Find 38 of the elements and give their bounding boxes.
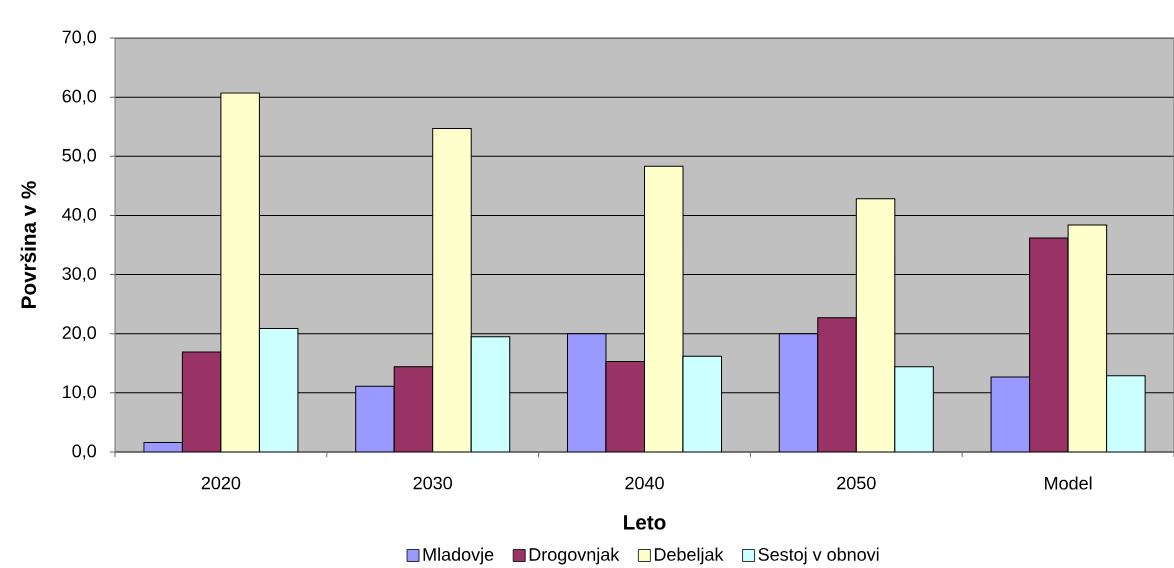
bar	[817, 317, 857, 452]
x-axis-title: Leto	[624, 515, 666, 530]
bar	[855, 198, 896, 452]
x-tick-label: 2030	[413, 476, 453, 490]
x-tick-label: Model	[1045, 476, 1092, 490]
bar	[644, 165, 684, 452]
bar	[181, 351, 222, 452]
y-tick-label: 20,0	[62, 326, 97, 342]
bar	[1106, 375, 1146, 452]
y-tick-label: 10,0	[63, 385, 97, 401]
legend-label: Sestoj v obnovi	[758, 547, 879, 565]
legend-label: Drogovnjak	[529, 547, 620, 565]
bar	[393, 366, 434, 452]
bar	[470, 336, 511, 452]
y-axis-title: Površina v %	[20, 181, 36, 308]
bar	[355, 385, 395, 452]
bar	[258, 327, 299, 452]
y-tick-label: 50,0	[62, 148, 97, 164]
bar	[566, 333, 607, 452]
y-tick-label: 70,0	[62, 30, 97, 46]
legend-label: Mladovje	[423, 547, 494, 565]
bar	[432, 128, 472, 452]
y-tick-label: 30,0	[62, 267, 97, 283]
y-tick-label: 0,0	[72, 444, 97, 460]
x-tick-label: 2050	[837, 476, 876, 490]
y-tick-label: 40,0	[62, 208, 97, 223]
legend-label: Debeljak	[654, 547, 724, 565]
y-tick-label: 60,0	[62, 89, 97, 105]
bar	[605, 361, 645, 452]
bar	[1029, 237, 1069, 452]
bar	[894, 366, 934, 452]
bar	[682, 355, 723, 452]
x-tick-label: 2040	[625, 476, 664, 490]
bar	[220, 92, 260, 452]
bar	[778, 333, 819, 452]
bar	[1067, 224, 1108, 452]
bar	[990, 376, 1031, 452]
x-tick-label: 2020	[201, 476, 241, 490]
